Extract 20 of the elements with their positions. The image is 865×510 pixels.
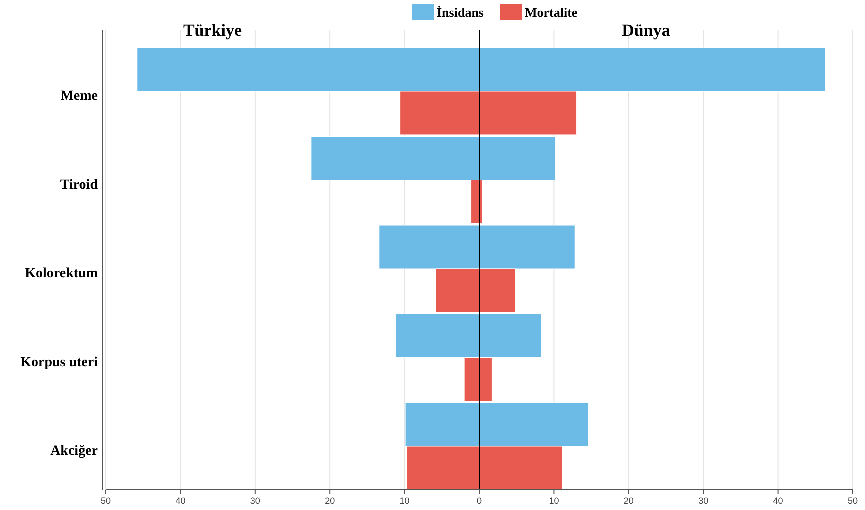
annotation: Dünya bbox=[622, 21, 671, 40]
y-tick-label: Tiroid bbox=[60, 178, 98, 193]
x-tick-label: 0 bbox=[476, 496, 482, 506]
y-tick-label: Kolorektum bbox=[25, 266, 98, 282]
x-tick-label: 20 bbox=[325, 496, 336, 506]
x-tick-label: 40 bbox=[176, 496, 186, 506]
legend-label: İnsidans bbox=[437, 5, 484, 20]
x-tick-label: 40 bbox=[773, 496, 784, 506]
y-tick-label: Korpus uteri bbox=[20, 355, 98, 370]
x-tick-label: 30 bbox=[250, 496, 260, 506]
x-tick-label: 10 bbox=[549, 496, 560, 506]
x-tick-label: 20 bbox=[624, 496, 634, 506]
x-tick-label: 50 bbox=[100, 496, 112, 506]
legend-label: Mortalite bbox=[525, 5, 578, 20]
y-tick-label: Meme bbox=[60, 89, 98, 104]
y-tick-label: Akciğer bbox=[50, 444, 98, 460]
x-tick-label: 10 bbox=[400, 496, 410, 506]
x-tick-label: 50 bbox=[848, 496, 858, 506]
x-tick-label: 30 bbox=[698, 496, 709, 506]
annotation: Türkiye bbox=[183, 21, 242, 40]
